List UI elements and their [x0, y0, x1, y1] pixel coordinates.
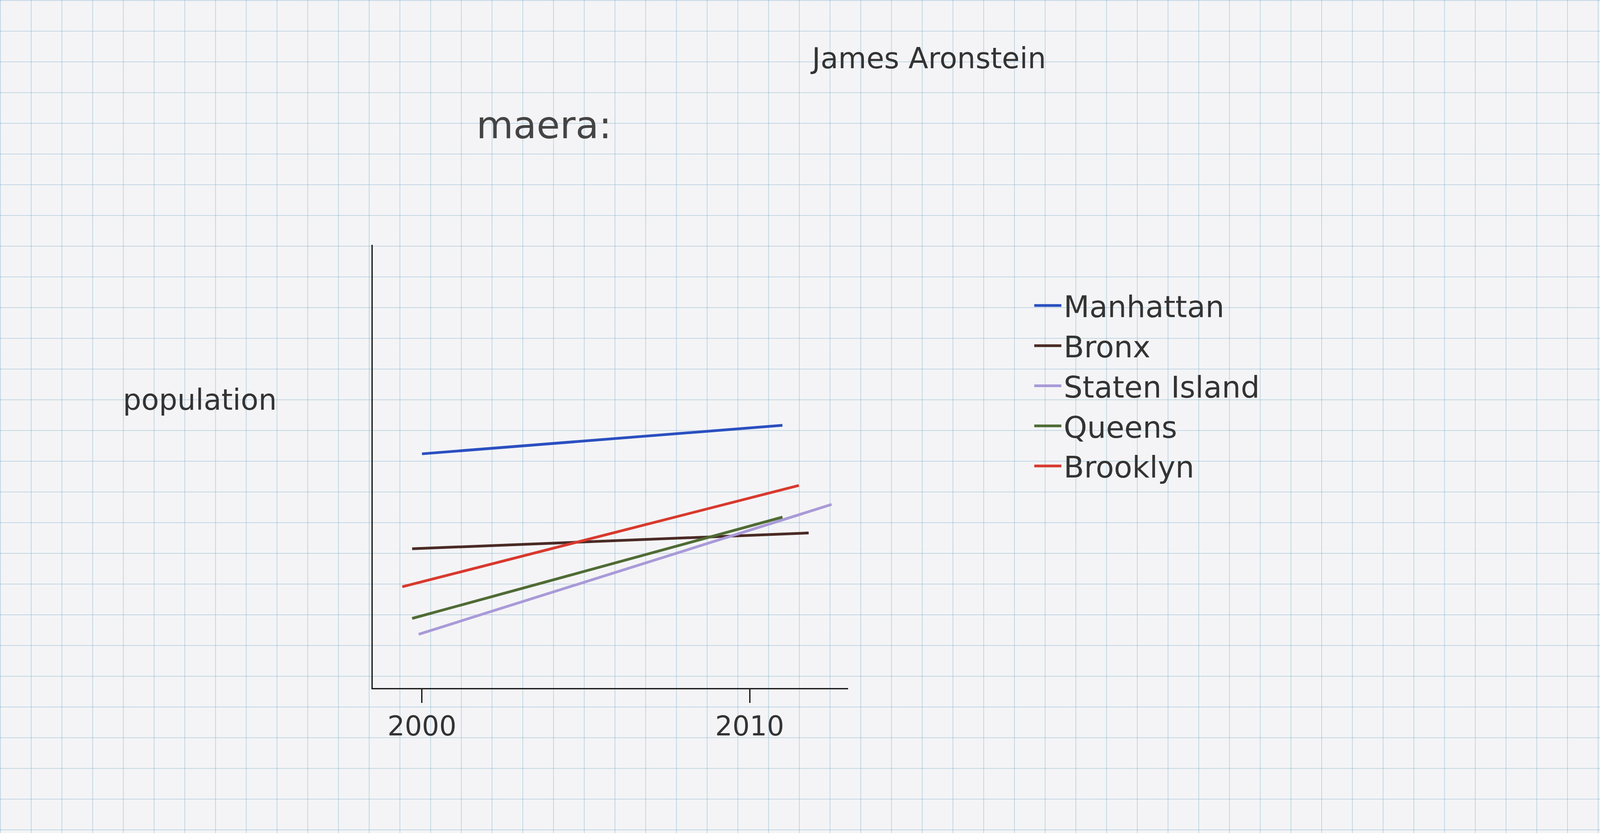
svg-text:Brooklyn: Brooklyn [1063, 450, 1195, 485]
svg-text:2010: 2010 [715, 710, 785, 742]
svg-text:population: population [122, 383, 277, 417]
svg-text:Staten Island: Staten Island [1063, 370, 1260, 405]
svg-text:Bronx: Bronx [1063, 329, 1151, 365]
svg-text:2000: 2000 [387, 710, 457, 742]
svg-text:Queens: Queens [1063, 410, 1178, 446]
svg-text:Manhattan: Manhattan [1063, 289, 1225, 325]
svg-text:maera:: maera: [476, 103, 612, 148]
svg-text:James Aronstein: James Aronstein [810, 41, 1047, 76]
